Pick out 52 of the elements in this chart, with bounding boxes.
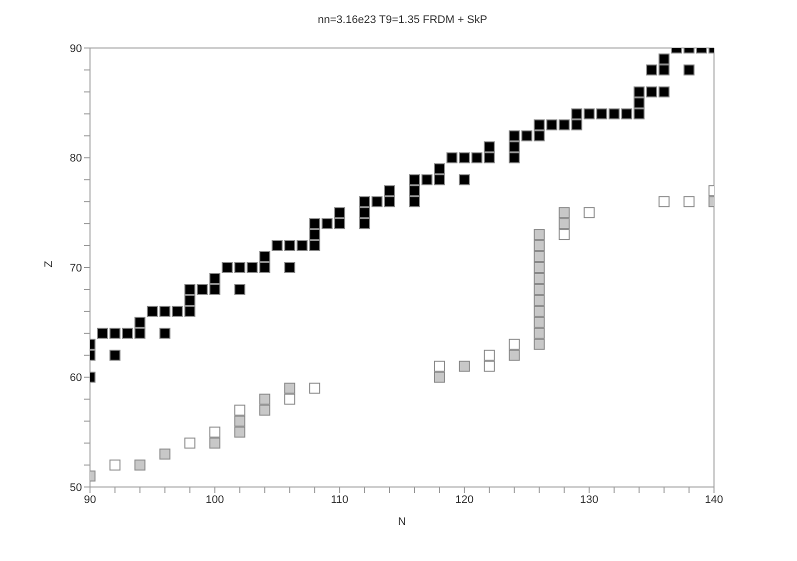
point — [184, 438, 196, 449]
y-tick-label: 60 — [70, 372, 82, 384]
x-axis-title: N — [398, 516, 406, 528]
point — [558, 207, 570, 218]
point — [484, 350, 495, 361]
point — [434, 372, 445, 383]
point — [508, 350, 520, 361]
point — [534, 272, 545, 284]
point — [508, 338, 520, 350]
point — [684, 196, 695, 208]
point — [134, 460, 146, 471]
point — [284, 382, 296, 394]
point — [534, 294, 545, 306]
point — [534, 306, 545, 317]
y-tick-label: 50 — [70, 482, 82, 494]
point — [159, 448, 170, 460]
point — [534, 284, 545, 295]
point — [209, 426, 220, 438]
chart-title: nn=3.16e23 T9=1.35 FRDM + SkP — [316, 14, 488, 26]
x-tick-label: 90 — [84, 494, 96, 506]
point — [534, 229, 545, 240]
point — [284, 394, 296, 405]
y-axis-title: Z — [42, 260, 55, 268]
point — [309, 382, 320, 394]
point — [259, 404, 270, 416]
point — [534, 240, 545, 252]
y-tick-label: 90 — [70, 42, 82, 55]
point — [109, 460, 120, 471]
point — [234, 404, 246, 416]
point — [558, 229, 570, 240]
point — [484, 360, 495, 372]
point — [434, 360, 445, 372]
x-tick-label: 120 — [455, 494, 474, 506]
point — [584, 207, 595, 218]
x-tick-label: 140 — [704, 494, 724, 506]
point — [259, 394, 270, 405]
point — [534, 251, 545, 262]
x-tick-label: 130 — [580, 494, 598, 506]
point — [234, 426, 246, 438]
point — [658, 196, 670, 208]
point — [558, 218, 570, 230]
point — [209, 438, 220, 449]
point — [534, 262, 545, 273]
y-tick-label: 80 — [70, 152, 82, 165]
x-tick-label: 110 — [330, 494, 348, 506]
y-tick-label: 70 — [70, 262, 82, 274]
point — [534, 328, 545, 339]
point — [534, 338, 545, 350]
x-tick-label: 100 — [206, 494, 224, 506]
point — [458, 360, 470, 372]
point — [534, 316, 545, 328]
point — [234, 416, 246, 427]
